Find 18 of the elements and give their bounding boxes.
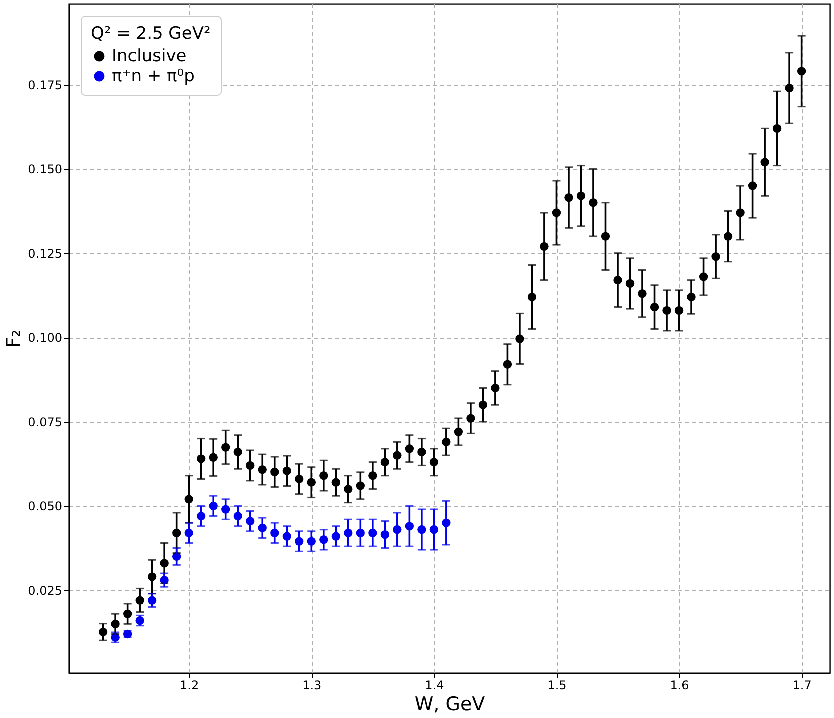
legend-label: Inclusive: [112, 46, 187, 66]
x-tick-label: 1.4: [425, 678, 444, 692]
x-tick-label: 1.3: [302, 678, 322, 692]
y-tick-label: 0.050: [28, 500, 62, 514]
x-tick-label: 1.7: [792, 678, 812, 692]
y-axis-title: F₂: [3, 330, 26, 348]
x-tick-label: 1.5: [548, 678, 567, 692]
y-tick-label: 0.150: [28, 162, 62, 177]
legend-label: π⁺n + π⁰p: [112, 66, 195, 86]
x-tick-label: 1.6: [670, 678, 690, 692]
y-tick-label: 0.175: [28, 78, 62, 92]
y-tick-label: 0.025: [28, 584, 62, 598]
x-tick-label: 1.2: [180, 678, 200, 692]
legend-title: Q² = 2.5 GeV²: [91, 24, 211, 44]
y-tick-label: 0.075: [28, 415, 62, 430]
y-tick-label: 0.100: [28, 331, 62, 346]
y-tick-label: 0.125: [28, 246, 62, 261]
x-axis-title: W, GeV: [414, 694, 486, 716]
